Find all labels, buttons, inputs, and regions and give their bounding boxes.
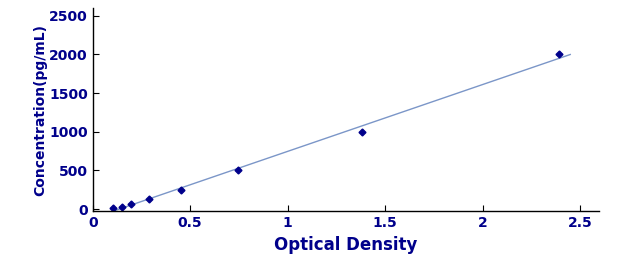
- X-axis label: Optical Density: Optical Density: [274, 236, 418, 254]
- Y-axis label: Concentration(pg/mL): Concentration(pg/mL): [34, 24, 48, 196]
